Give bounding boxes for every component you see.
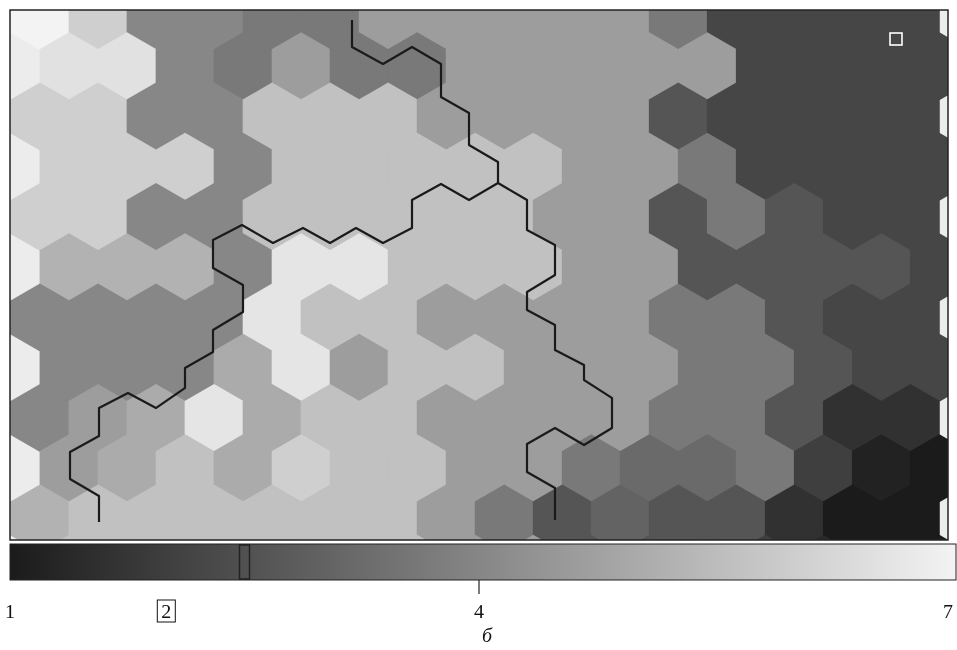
hex-cell [756, 534, 775, 540]
colorbar-tick-label: 4 [474, 601, 484, 623]
colorbar-tick-label: 1 [5, 601, 15, 623]
hex-cell [350, 534, 369, 540]
hex-cell [698, 534, 717, 540]
hex-cell [524, 534, 543, 540]
figure-caption: б [482, 625, 493, 647]
colorbar-tick-labels: 1 2 4 7 [5, 599, 953, 623]
cluster-boundary-line [68, 20, 500, 522]
hex-cell [234, 534, 253, 540]
colorbar-tick-label-box [156, 599, 176, 623]
colorbar-marker [238, 544, 251, 580]
hex-cell [582, 534, 601, 540]
hex-cell [872, 534, 891, 540]
colorbar-tick-label: 2 [161, 601, 171, 623]
hex-cell [880, 484, 940, 540]
hex-cell [466, 534, 485, 540]
hex-cell [814, 534, 833, 540]
cluster-boundary-line [497, 182, 614, 520]
map-frame [9, 9, 949, 541]
hex-cell [640, 534, 659, 540]
hex-cell [930, 534, 948, 540]
map-marker-square-icon [889, 32, 903, 46]
cluster-boundary-layer [68, 20, 614, 522]
hex-cell-layer [10, 10, 948, 540]
hex-cell [292, 534, 311, 540]
colorbar [9, 543, 957, 581]
hex-cell [408, 534, 427, 540]
hex-cell [118, 534, 137, 540]
hex-cell [59, 534, 79, 540]
hex-cell [176, 534, 195, 540]
colorbar-tick-label: 7 [943, 601, 953, 623]
